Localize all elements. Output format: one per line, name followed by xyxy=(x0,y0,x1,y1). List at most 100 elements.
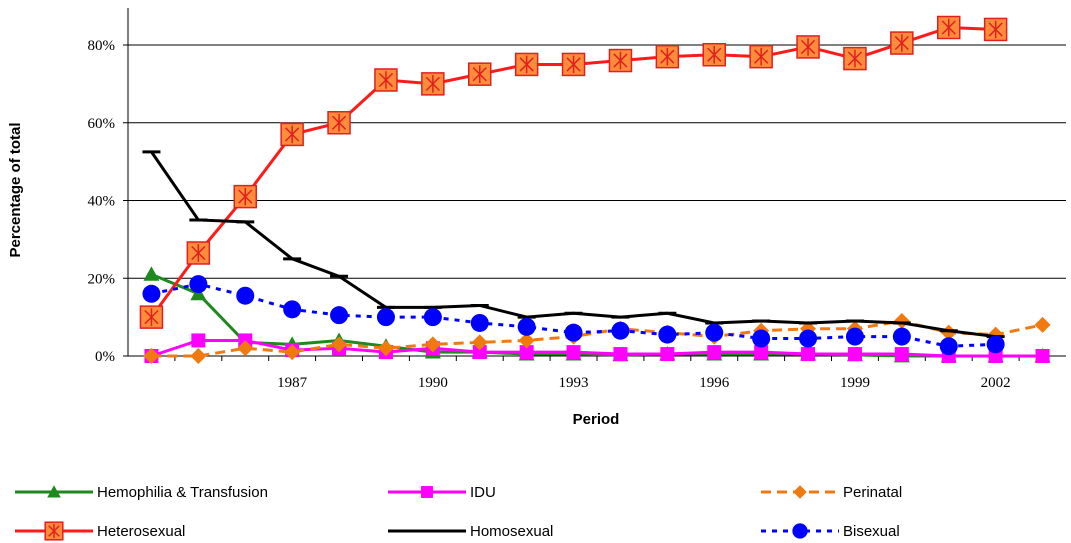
data-point xyxy=(983,17,1008,42)
series-line xyxy=(151,319,1043,358)
legend-label: Perinatal xyxy=(843,484,902,501)
legend-item: Homosexual xyxy=(388,523,553,540)
data-point xyxy=(893,313,910,330)
legend-label: IDU xyxy=(470,484,496,501)
data-point xyxy=(749,44,773,69)
data-point xyxy=(752,329,771,348)
x-tick-label: 1990 xyxy=(418,375,448,391)
data-point xyxy=(139,305,164,329)
data-point xyxy=(237,340,254,357)
data-point xyxy=(518,332,535,349)
data-point xyxy=(143,348,160,364)
data-point xyxy=(792,523,808,539)
x-tick-label: 1987 xyxy=(277,375,308,391)
data-point xyxy=(44,521,64,541)
data-point xyxy=(894,347,909,362)
data-point xyxy=(702,42,726,67)
y-tick-labels: 0% 20% 40% 60% 80% xyxy=(88,38,128,365)
data-point xyxy=(939,337,958,356)
data-point xyxy=(189,275,208,294)
data-point xyxy=(191,333,206,348)
data-point xyxy=(424,336,441,353)
x-tick-label: 1999 xyxy=(840,375,870,391)
data-point xyxy=(660,347,675,362)
data-point xyxy=(142,284,161,303)
y-tick-label: 0% xyxy=(95,349,115,365)
data-point xyxy=(236,286,255,305)
series-lines xyxy=(139,15,1051,364)
data-point xyxy=(472,345,487,360)
x-tick-labels: 1987 1990 1993 1996 1999 2002 xyxy=(174,356,1020,391)
legend-label: Bisexual xyxy=(843,523,900,540)
data-point xyxy=(327,111,351,135)
y-axis-title: Percentage of total xyxy=(7,122,24,257)
legend-label: Hemophilia & Transfusion xyxy=(97,484,268,501)
data-point xyxy=(519,345,534,360)
series-homosexual xyxy=(142,150,1005,339)
data-point xyxy=(611,321,630,340)
data-point xyxy=(561,52,586,77)
data-point xyxy=(705,323,724,342)
data-point xyxy=(847,347,862,362)
data-point xyxy=(655,44,680,69)
legend-item: Heterosexual xyxy=(15,521,185,541)
data-point xyxy=(564,323,583,342)
data-point xyxy=(190,348,207,364)
data-point xyxy=(608,48,633,73)
data-point xyxy=(330,306,349,325)
data-point xyxy=(1035,349,1050,363)
legend-item: Hemophilia & Transfusion xyxy=(15,484,268,501)
data-point xyxy=(421,486,433,498)
data-point xyxy=(468,62,492,86)
y-tick-label: 20% xyxy=(88,271,116,287)
data-point xyxy=(707,345,722,360)
data-point xyxy=(799,329,818,348)
data-point xyxy=(845,327,864,346)
data-point xyxy=(517,317,536,336)
data-point xyxy=(613,347,628,362)
data-point xyxy=(470,313,489,332)
x-tick-label: 1993 xyxy=(559,375,589,391)
data-point xyxy=(186,241,211,265)
data-point xyxy=(377,340,394,357)
data-point xyxy=(890,31,914,55)
x-tick-label: 1996 xyxy=(699,375,730,391)
legend-item: IDU xyxy=(388,484,496,501)
data-point xyxy=(331,336,348,353)
data-point xyxy=(986,335,1005,354)
data-point xyxy=(376,308,395,327)
data-point xyxy=(421,72,445,96)
y-tick-label: 60% xyxy=(88,116,116,132)
legend-label: Heterosexual xyxy=(97,523,185,540)
data-point xyxy=(658,325,677,344)
legend-item: Perinatal xyxy=(761,484,902,501)
series-line xyxy=(150,151,996,339)
data-point xyxy=(374,68,398,92)
data-point xyxy=(1034,316,1051,333)
data-point xyxy=(284,344,301,361)
data-point xyxy=(283,300,302,319)
data-point xyxy=(143,266,160,281)
data-point xyxy=(566,345,581,360)
data-point xyxy=(423,308,442,327)
data-point xyxy=(233,184,257,209)
data-point xyxy=(796,35,820,59)
series-heterosexual xyxy=(139,15,1008,329)
data-point xyxy=(514,52,539,77)
legend: Hemophilia & Transfusion IDU Perinatal Hete… xyxy=(15,484,902,541)
gridlines xyxy=(128,44,1066,279)
series-bisexual xyxy=(142,275,1005,356)
data-point xyxy=(801,347,816,362)
data-point xyxy=(471,334,488,351)
data-point xyxy=(754,345,769,360)
data-point xyxy=(280,122,304,147)
x-axis-title: Period xyxy=(573,411,620,428)
data-point xyxy=(47,485,61,498)
data-point xyxy=(937,15,961,40)
legend-item: Bisexual xyxy=(761,523,900,540)
y-tick-label: 40% xyxy=(88,194,116,210)
data-point xyxy=(892,327,911,346)
legend-label: Homosexual xyxy=(470,523,553,540)
x-tick-label: 2002 xyxy=(981,375,1011,391)
